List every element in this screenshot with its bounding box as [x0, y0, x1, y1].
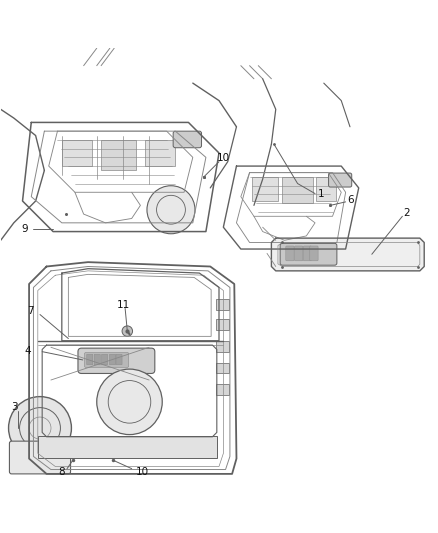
Text: 1: 1 — [318, 189, 325, 199]
Circle shape — [9, 397, 71, 459]
FancyBboxPatch shape — [294, 246, 303, 261]
Polygon shape — [272, 238, 424, 271]
FancyBboxPatch shape — [62, 140, 92, 166]
FancyBboxPatch shape — [78, 348, 155, 374]
FancyBboxPatch shape — [87, 354, 93, 365]
FancyBboxPatch shape — [102, 354, 108, 365]
FancyBboxPatch shape — [173, 131, 201, 148]
FancyBboxPatch shape — [316, 177, 336, 201]
FancyBboxPatch shape — [216, 362, 229, 374]
Circle shape — [147, 185, 195, 234]
FancyBboxPatch shape — [286, 246, 294, 261]
Text: 10: 10 — [217, 153, 230, 163]
FancyBboxPatch shape — [216, 319, 229, 330]
FancyBboxPatch shape — [38, 436, 217, 458]
Text: 4: 4 — [25, 346, 32, 356]
FancyBboxPatch shape — [216, 299, 229, 310]
Text: 6: 6 — [347, 195, 354, 205]
FancyBboxPatch shape — [252, 177, 278, 201]
Text: 8: 8 — [59, 467, 65, 477]
Text: 3: 3 — [11, 402, 18, 412]
Text: 9: 9 — [21, 224, 28, 235]
FancyBboxPatch shape — [110, 354, 116, 365]
FancyBboxPatch shape — [310, 246, 318, 261]
Circle shape — [97, 369, 162, 434]
Text: 7: 7 — [27, 306, 34, 317]
FancyBboxPatch shape — [216, 384, 229, 395]
FancyBboxPatch shape — [94, 354, 100, 365]
FancyBboxPatch shape — [283, 177, 313, 203]
FancyBboxPatch shape — [101, 140, 136, 171]
FancyBboxPatch shape — [216, 341, 229, 352]
FancyBboxPatch shape — [280, 244, 337, 265]
FancyBboxPatch shape — [10, 441, 71, 474]
Text: 11: 11 — [117, 300, 131, 310]
Text: 2: 2 — [403, 208, 410, 218]
FancyBboxPatch shape — [145, 140, 175, 166]
FancyBboxPatch shape — [303, 246, 311, 261]
FancyBboxPatch shape — [328, 173, 352, 187]
FancyBboxPatch shape — [85, 352, 129, 367]
Circle shape — [122, 326, 133, 336]
FancyBboxPatch shape — [116, 354, 122, 365]
Text: 10: 10 — [136, 467, 149, 477]
